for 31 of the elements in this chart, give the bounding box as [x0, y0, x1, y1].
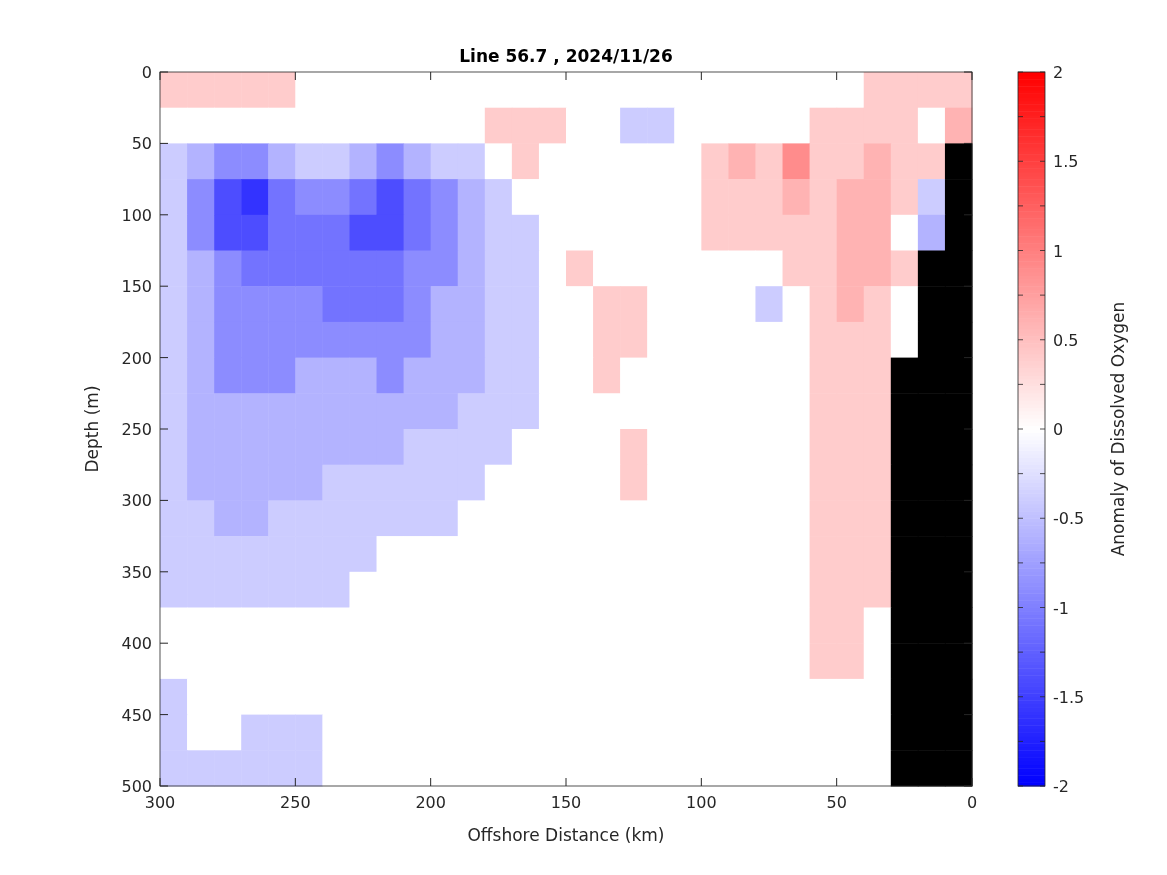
y-tick-label: 350: [121, 562, 152, 582]
y-tick-label: 50: [131, 134, 152, 154]
color-bar-label: -2: [1053, 777, 1069, 796]
x-tick-label: 50: [826, 793, 847, 812]
y-tick-label: 300: [121, 491, 152, 511]
y-tick-label: 250: [121, 420, 152, 439]
y-tick-label: 500: [121, 777, 152, 796]
y-tick-label: 400: [121, 634, 152, 654]
x-tick-label: 250: [280, 793, 311, 812]
chart-title: Line 56.7 , 2024/11/26: [459, 46, 673, 66]
color-bar-title: Anomaly of Dissolved Oxygen: [1108, 301, 1128, 557]
color-bar-label: 0.5: [1053, 330, 1079, 350]
y-tick-label: 150: [121, 277, 152, 297]
color-bar-label: -1.5: [1053, 687, 1085, 707]
color-bar-label: 2: [1053, 63, 1064, 82]
x-tick-label: 200: [415, 793, 446, 812]
y-tick-label: 0: [141, 63, 152, 82]
color-bar-label: -1: [1053, 598, 1069, 618]
y-tick-label: 200: [121, 348, 152, 368]
x-tick-label: 300: [144, 793, 176, 812]
y-axis-title: Depth (m): [82, 385, 102, 473]
color-bar-label: 1: [1053, 241, 1064, 261]
x-tick-label: 0: [966, 793, 978, 812]
y-tick-label: 450: [121, 705, 152, 725]
color-bar-label: 1.5: [1053, 152, 1079, 172]
x-axis-title: Offshore Distance (km): [467, 825, 665, 845]
color-bar-label: 0: [1053, 420, 1064, 439]
y-tick-label: 100: [121, 205, 152, 225]
x-tick-label: 100: [686, 793, 717, 812]
x-tick-label: 150: [550, 793, 582, 812]
color-bar-label: -0.5: [1053, 509, 1085, 529]
